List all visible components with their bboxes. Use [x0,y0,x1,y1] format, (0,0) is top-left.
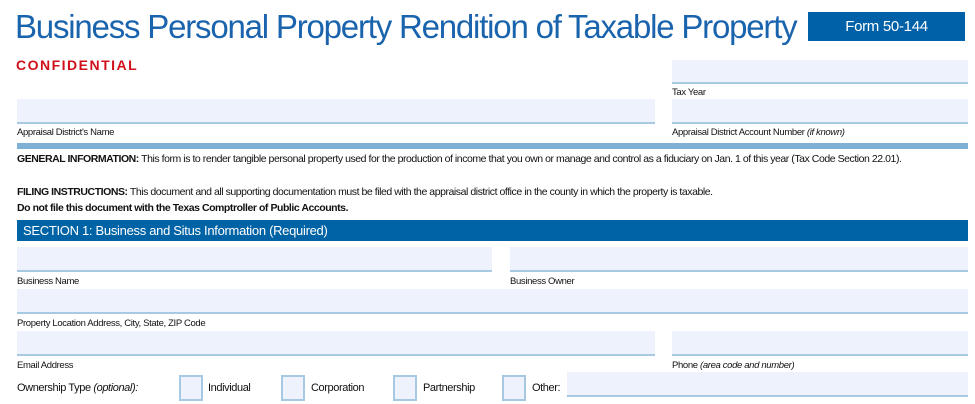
form-title: Business Personal Property Rendition of … [15,8,798,45]
other-checkbox[interactable] [502,375,526,401]
section-1-header: SECTION 1: Business and Situs Informatio… [17,220,968,241]
business-name-label: Business Name [17,276,79,287]
email-field[interactable] [17,331,655,356]
appraisal-district-name-field[interactable] [17,99,655,124]
ownership-label-note: (optional): [93,382,138,394]
partnership-checkbox[interactable] [393,375,417,401]
account-number-label-text: Appraisal District Account Number [672,127,805,138]
general-info-heading: GENERAL INFORMATION: [17,153,139,165]
tax-year-label: Tax Year [672,87,706,98]
general-information: GENERAL INFORMATION: This form is to ren… [17,151,972,167]
filing-warning: Do not file this document with the Texas… [17,202,349,214]
appraisal-district-name-label: Appraisal District's Name [17,127,115,138]
tax-year-field[interactable] [672,60,968,84]
business-name-field[interactable] [17,247,492,272]
property-location-field[interactable] [17,289,968,314]
divider-rule [17,143,968,149]
corporation-label: Corporation [311,382,365,394]
phone-label: Phone (area code and number) [672,360,795,371]
filing-instructions: FILING INSTRUCTIONS: This document and a… [17,184,972,200]
form-number-badge: Form 50-144 [808,12,965,41]
other-ownership-field[interactable] [567,372,968,397]
individual-checkbox[interactable] [179,375,203,401]
account-number-note: (if known) [806,127,845,138]
general-info-text: This form is to render tangible personal… [141,153,902,165]
account-number-label: Appraisal District Account Number (if kn… [672,127,845,138]
other-label: Other: [532,382,561,394]
ownership-label-text: Ownership Type [17,382,91,394]
business-owner-label: Business Owner [510,276,575,287]
corporation-checkbox[interactable] [281,375,305,401]
phone-label-note: (area code and number) [700,360,795,371]
business-owner-field[interactable] [510,247,968,272]
ownership-type-label: Ownership Type (optional): [17,382,138,394]
partnership-label: Partnership [423,382,475,394]
account-number-field[interactable] [672,99,968,124]
individual-label: Individual [208,382,251,394]
email-label: Email Address [17,360,74,371]
confidential-label: CONFIDENTIAL [16,57,139,73]
property-location-label: Property Location Address, City, State, … [17,318,206,329]
filing-text: This document and all supporting documen… [129,186,713,198]
phone-label-text: Phone [672,360,698,371]
filing-heading: FILING INSTRUCTIONS: [17,186,128,198]
phone-field[interactable] [672,331,968,356]
